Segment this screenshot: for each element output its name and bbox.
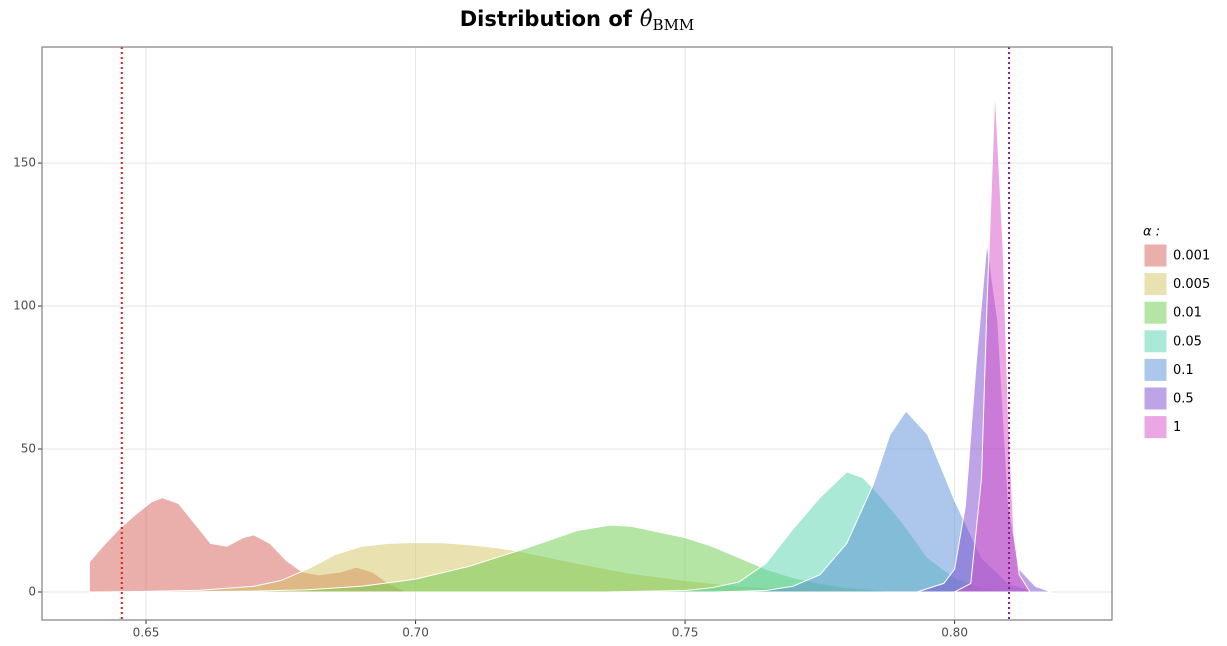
legend-label: 0.01	[1173, 306, 1202, 321]
legend-label: 1	[1173, 420, 1181, 435]
legend-label: 0.005	[1173, 277, 1210, 292]
legend-title: α :	[1143, 225, 1160, 240]
y-tick-label: 150	[13, 156, 36, 170]
x-tick-label: 0.80	[941, 626, 968, 640]
legend-swatch	[1143, 329, 1168, 354]
legend-label: 0.05	[1173, 334, 1202, 349]
title-symbol: θ̂	[640, 7, 653, 31]
legend-swatch	[1143, 386, 1168, 411]
panel-border	[41, 46, 1113, 621]
y-tick-label: 100	[13, 299, 36, 313]
x-tick-label: 0.70	[402, 626, 429, 640]
y-tick-label: 50	[21, 442, 36, 456]
legend-swatch	[1143, 300, 1168, 325]
x-tick-label: 0.75	[672, 626, 699, 640]
legend-swatch	[1143, 243, 1168, 268]
legend-label: 0.1	[1173, 363, 1194, 378]
legend-swatch	[1143, 415, 1168, 440]
title-subscript: BMM	[653, 16, 695, 34]
legend-swatch	[1143, 272, 1168, 297]
title-text: Distribution of	[460, 7, 633, 31]
y-tick-label: 0	[28, 584, 36, 598]
chart-title: Distribution of θ̂BMM	[460, 7, 695, 35]
density-area	[954, 88, 1031, 593]
x-tick-label: 0.65	[133, 626, 160, 640]
legend-label: 0.5	[1173, 392, 1194, 407]
legend-label: 0.001	[1173, 249, 1210, 264]
legend-swatch	[1143, 357, 1168, 382]
